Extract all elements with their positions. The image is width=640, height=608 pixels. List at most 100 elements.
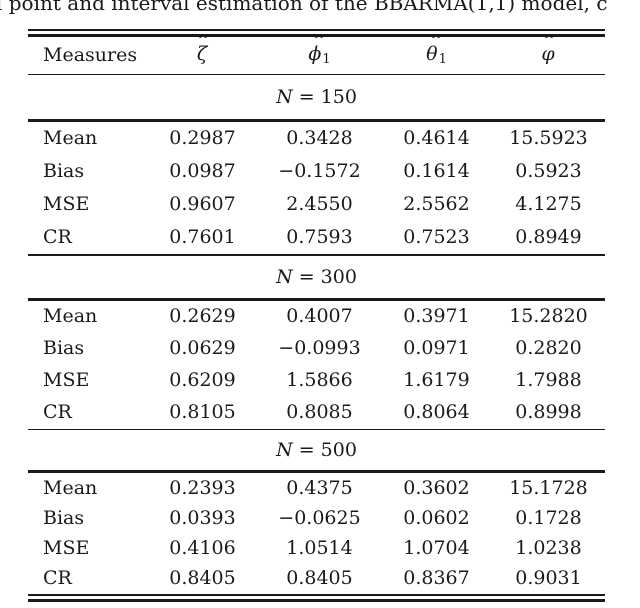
value-cell: 0.7601 [169,226,236,248]
n-symbol: N [276,439,293,461]
value-cell: 0.8998 [515,401,582,423]
value-cell: 1.5866 [286,369,353,391]
table-row: CR 0.8105 0.8085 0.8064 0.8998 [28,397,605,429]
row-label: Mean [43,476,98,499]
value-cell: 0.0393 [169,506,236,529]
value-cell: 2.4550 [286,193,353,215]
section-rule [28,254,605,256]
row-label: CR [43,567,72,590]
value-cell: 0.2629 [169,305,236,327]
table-row: Bias 0.0629 −0.0993 0.0971 0.2820 [28,333,605,365]
hat-accent-icon: ˆ [195,35,210,49]
table-top-thick-rule [28,33,605,37]
row-label: MSE [43,369,90,391]
value-cell: 0.4007 [286,305,353,327]
row-label: Mean [43,127,98,149]
value-cell: 0.0971 [403,337,470,359]
value-cell: 0.2987 [169,127,236,149]
value-cell: 1.6179 [403,369,470,391]
section-header-n300: N = 300 [28,256,605,298]
table-bottom-thin-rule [28,594,605,596]
value-cell: 0.7523 [403,226,470,248]
value-cell: 2.5562 [403,193,470,215]
section-header-n500: N = 500 [28,430,605,470]
greek-phi: ϕ [308,42,322,65]
table-row: Bias 0.0393 −0.0625 0.0602 0.1728 [28,503,605,533]
table-row: Mean 0.2393 0.4375 0.3602 15.1728 [28,473,605,503]
table-bottom-thick-rule [28,598,605,602]
header-bottom-rule [28,73,605,75]
row-label: CR [43,226,72,248]
table-row: MSE 0.9607 2.4550 2.5562 4.1275 [28,188,605,221]
subscript: 1 [322,51,331,67]
value-cell: 0.6209 [169,369,236,391]
value-cell: −0.0625 [278,506,361,529]
n-value: = 150 [298,86,357,108]
value-cell: −0.1572 [278,160,361,182]
section-rows-n300: Mean 0.2629 0.4007 0.3971 15.2820 Bias 0… [28,301,605,429]
section-rule [28,428,605,430]
header-col-phi1-hat: ˆ ϕ1 [258,36,381,67]
value-cell: 0.3428 [286,127,353,149]
n-value: = 500 [298,439,357,461]
greek-theta: θ [426,42,438,65]
section-rule [28,470,605,473]
value-cell: 1.7988 [515,369,582,391]
value-cell: 0.4106 [169,537,236,560]
value-cell: 15.1728 [509,476,588,499]
n-value: = 300 [298,265,357,288]
table-row: Mean 0.2987 0.3428 0.4614 15.5923 [28,122,605,155]
value-cell: 0.8064 [403,401,470,423]
value-cell: 0.2820 [515,337,582,359]
row-label: Mean [43,305,98,327]
value-cell: 0.3602 [403,476,470,499]
table-row: Bias 0.0987 −0.1572 0.1614 0.5923 [28,155,605,188]
value-cell: 0.3971 [403,305,470,327]
greek-zeta: ζ [196,42,208,65]
value-cell: 0.8405 [286,567,353,590]
hat-accent-icon: ˆ [541,35,556,49]
row-label: MSE [43,193,90,215]
section-rule [28,119,605,122]
value-cell: −0.0993 [278,337,361,359]
value-cell: 0.0629 [169,337,236,359]
row-label: Bias [43,337,85,359]
value-cell: 0.4375 [286,476,353,499]
row-label: CR [43,401,72,423]
value-cell: 0.9607 [169,193,236,215]
value-cell: 1.0514 [286,537,353,560]
header-col-theta1-hat: ˆ θ1 [381,36,492,67]
row-label: Bias [43,506,85,529]
row-label: Bias [43,160,85,182]
value-cell: 1.0704 [403,537,470,560]
value-cell: 0.1728 [515,506,582,529]
table-top-thin-rule [28,29,605,31]
n-symbol: N [276,265,293,288]
value-cell: 0.8949 [515,226,582,248]
table-caption-fragment: l point and interval estimation of the B… [0,0,608,15]
table-row: Mean 0.2629 0.4007 0.3971 15.2820 [28,301,605,333]
table-row: MSE 0.4106 1.0514 1.0704 1.0238 [28,534,605,564]
header-measures-label: Measures [43,43,138,66]
value-cell: 0.7593 [286,226,353,248]
n-symbol: N [276,86,293,108]
table-row: CR 0.8405 0.8405 0.8367 0.9031 [28,564,605,594]
value-cell: 0.8405 [169,567,236,590]
section-rule [28,297,605,301]
value-cell: 0.0987 [169,160,236,182]
value-cell: 0.4614 [403,127,470,149]
hat-accent-icon: ˆ [429,35,444,49]
table-row: CR 0.7601 0.7593 0.7523 0.8949 [28,221,605,254]
row-label: MSE [43,537,90,560]
table-row: MSE 0.6209 1.5866 1.6179 1.7988 [28,365,605,397]
value-cell: 15.5923 [509,127,588,149]
value-cell: 15.2820 [509,305,588,327]
subscript: 1 [438,51,447,67]
greek-varphi: φ [541,42,555,65]
value-cell: 0.0602 [403,506,470,529]
hat-accent-icon: ˆ [312,35,327,49]
section-header-n150: N = 150 [28,75,605,119]
